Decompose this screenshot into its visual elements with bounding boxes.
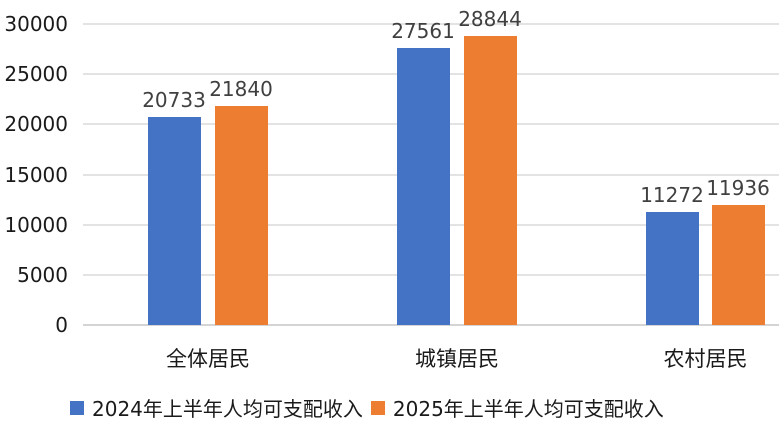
x-category-label: 全体居民: [166, 347, 250, 371]
data-label: 20733: [142, 87, 206, 112]
gridline: [83, 324, 779, 326]
x-category-label: 农村居民: [663, 347, 748, 371]
data-label: 28844: [458, 6, 522, 31]
data-label: 11936: [706, 176, 770, 201]
bar: [712, 205, 765, 325]
y-tick-label: 5000: [17, 262, 68, 287]
legend-swatch-2024: [70, 400, 84, 415]
x-category-label: 城镇居民: [415, 347, 499, 371]
gridline: [83, 23, 779, 25]
legend-label-2024: 2024年上半年人均可支配收入: [92, 397, 363, 421]
data-label: 21840: [209, 76, 273, 101]
y-tick-label: 30000: [4, 12, 68, 36]
bar: [464, 35, 517, 325]
legend-swatch-2025: [370, 400, 385, 415]
data-label: 11272: [640, 182, 704, 207]
y-tick-label: 20000: [4, 112, 68, 137]
legend-item-2025: 2025年上半年人均可支配收入: [370, 393, 664, 422]
bar: [148, 116, 201, 325]
legend-label-2025: 2025年上半年人均可支配收入: [392, 397, 664, 421]
bar: [397, 48, 450, 325]
y-tick-label: 0: [55, 313, 68, 337]
legend-item-2024: 2024年上半年人均可支配收入: [70, 393, 363, 422]
bar: [646, 211, 699, 325]
legend: 2024年上半年人均可支配收入 2025年上半年人均可支配收入: [70, 393, 672, 422]
y-tick-label: 25000: [4, 62, 68, 87]
y-tick-label: 10000: [4, 212, 68, 237]
data-label: 27561: [391, 19, 455, 44]
bar: [215, 105, 268, 325]
y-tick-label: 15000: [4, 162, 68, 187]
